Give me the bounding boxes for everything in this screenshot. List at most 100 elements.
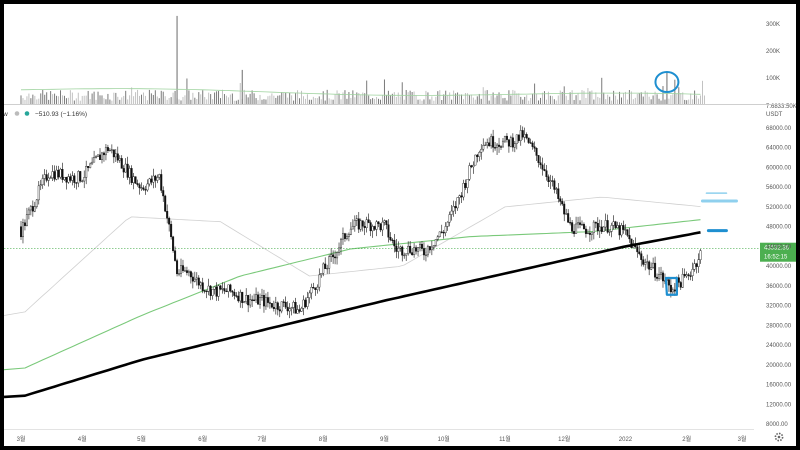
annotation-box bbox=[664, 276, 678, 296]
volume-bar bbox=[421, 100, 423, 105]
candle-body bbox=[166, 211, 169, 219]
candle-body bbox=[193, 278, 196, 282]
candle-body bbox=[71, 175, 74, 181]
volume-bar bbox=[429, 99, 431, 105]
volume-bar bbox=[435, 96, 437, 105]
settings-gear-icon[interactable] bbox=[774, 432, 784, 442]
candle-body bbox=[369, 222, 372, 232]
volume-bar bbox=[459, 94, 461, 105]
volume-bar bbox=[61, 95, 63, 105]
volume-bar bbox=[374, 98, 376, 105]
volume-bar bbox=[257, 100, 259, 105]
volume-bar bbox=[156, 96, 158, 105]
candle-body bbox=[577, 222, 580, 225]
volume-bar bbox=[512, 89, 514, 105]
volume-bar bbox=[508, 90, 510, 105]
candle-body bbox=[543, 169, 546, 171]
volume-bar bbox=[231, 93, 233, 105]
volume-bar bbox=[557, 95, 559, 105]
candle-body bbox=[205, 290, 208, 293]
candle-body bbox=[176, 260, 179, 275]
volume-bar bbox=[638, 93, 640, 105]
volume-bar bbox=[462, 99, 464, 105]
trading-chart[interactable]: 300K 200K 100K 7.6833.50K w −510.93 (−1.16%… bbox=[4, 4, 796, 446]
candle-body bbox=[681, 273, 684, 288]
candle-body bbox=[580, 223, 583, 226]
candle-body bbox=[89, 163, 92, 168]
candle-body bbox=[454, 206, 457, 209]
candle-body bbox=[509, 137, 512, 147]
candle-body bbox=[225, 290, 228, 293]
candle-body bbox=[172, 236, 175, 251]
volume-bar bbox=[520, 96, 522, 105]
volume-bar bbox=[328, 98, 330, 105]
volume-bar bbox=[75, 98, 77, 105]
candle-body bbox=[340, 238, 343, 249]
volume-bar bbox=[470, 94, 472, 105]
volume-bar bbox=[690, 93, 692, 105]
volume-ma-line bbox=[20, 88, 701, 96]
volume-bar bbox=[514, 90, 516, 105]
candle-body bbox=[466, 179, 469, 188]
candle-body bbox=[409, 245, 412, 253]
candle-body bbox=[330, 254, 333, 257]
volume-bar bbox=[79, 100, 81, 105]
volume-bar bbox=[670, 95, 672, 105]
candle-body bbox=[604, 220, 607, 228]
volume-bar bbox=[247, 97, 249, 105]
candle-body bbox=[211, 288, 214, 296]
volume-bar bbox=[401, 82, 403, 105]
volume-bar bbox=[300, 90, 302, 105]
volume-bar bbox=[269, 95, 271, 105]
candle-body bbox=[328, 256, 331, 269]
candle-body bbox=[685, 274, 688, 277]
volume-bar bbox=[496, 95, 498, 105]
volume-bar bbox=[583, 90, 585, 105]
candle-body bbox=[586, 232, 589, 235]
candle-body bbox=[308, 292, 311, 298]
candle-body bbox=[462, 183, 465, 198]
volume-bar bbox=[354, 97, 356, 105]
volume-bar bbox=[22, 98, 24, 105]
candle-body bbox=[545, 170, 548, 177]
volume-bar bbox=[494, 97, 496, 105]
candle-body bbox=[533, 146, 536, 149]
candle-body bbox=[148, 178, 151, 185]
candle-body bbox=[488, 142, 491, 147]
candle-body bbox=[45, 174, 48, 181]
candle-body bbox=[298, 309, 301, 312]
time-tick-label: 2월 bbox=[682, 435, 691, 443]
volume-bar bbox=[532, 93, 534, 105]
candle-body bbox=[557, 188, 560, 199]
candle-body bbox=[108, 149, 111, 152]
volume-bar bbox=[391, 93, 393, 105]
volume-bar bbox=[658, 98, 660, 105]
volume-bar bbox=[111, 100, 113, 105]
volume-bar bbox=[536, 93, 538, 105]
candle-body bbox=[300, 308, 303, 312]
volume-bar bbox=[330, 99, 332, 105]
volume-bar bbox=[235, 100, 237, 105]
volume-bar bbox=[431, 96, 433, 105]
candle-body bbox=[537, 155, 540, 163]
candle-body bbox=[181, 265, 184, 271]
time-axis: 3월 4월 5월 6월 7월 8월 9월 10월 11월 12월 2022 2월 3월 bbox=[17, 435, 747, 443]
volume-bar bbox=[89, 99, 91, 105]
candle-body bbox=[517, 134, 520, 141]
candle-body bbox=[434, 239, 437, 246]
volume-bar bbox=[464, 92, 466, 105]
candle-body bbox=[312, 287, 315, 289]
volume-bar bbox=[338, 93, 340, 105]
volume-bar bbox=[218, 91, 220, 105]
price-tick-label: 68000.00 bbox=[766, 126, 792, 132]
visibility-dot-icon[interactable] bbox=[14, 111, 20, 116]
candle-body bbox=[284, 302, 287, 308]
volume-bar bbox=[30, 98, 32, 105]
candle-body bbox=[521, 130, 524, 138]
candle-body bbox=[460, 195, 463, 198]
candle-body bbox=[318, 274, 321, 288]
candle-body bbox=[658, 274, 661, 279]
time-tick-label: 7월 bbox=[258, 435, 267, 443]
volume-bar bbox=[225, 95, 227, 105]
candle-body bbox=[102, 152, 105, 156]
